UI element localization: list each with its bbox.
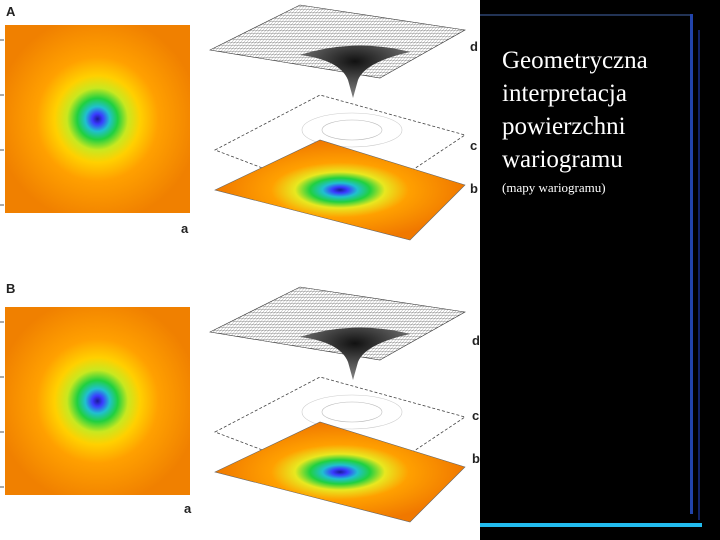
- figure-label: A: [6, 4, 16, 19]
- decor-line: [480, 523, 702, 527]
- panel-label: a: [184, 501, 192, 516]
- slide-subtitle: (mapy wariogramu): [502, 180, 606, 195]
- panel-label: c: [470, 138, 477, 153]
- panel-label: c: [472, 408, 479, 423]
- panel-label: d: [472, 333, 480, 348]
- figure-label: B: [6, 281, 15, 296]
- panel-label: a: [181, 221, 189, 236]
- slide-title: Geometryczna interpretacja powierzchni w…: [502, 47, 648, 173]
- decor-line: [698, 30, 700, 520]
- decor-line: [480, 14, 690, 16]
- figure-panel: A a d c b B a d c b: [0, 0, 480, 540]
- panel-label: b: [472, 451, 480, 466]
- decor-line: [690, 14, 693, 514]
- panel-label: b: [470, 181, 478, 196]
- panel-label: d: [470, 39, 478, 54]
